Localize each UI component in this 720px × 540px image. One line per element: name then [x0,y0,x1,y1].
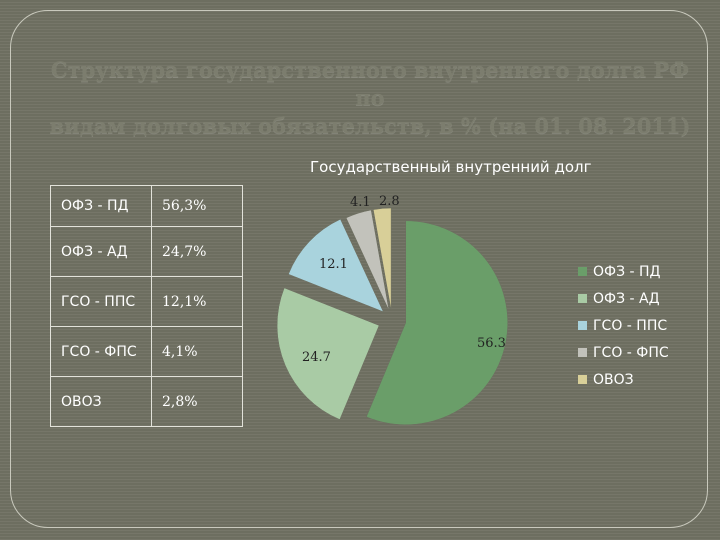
data-label-ofz-ad: 24.7 [302,350,331,365]
table-row: ГСО - ППС 12,1% [50,276,243,327]
pie-slice-gso-pps [288,218,384,313]
pie-slice-gso-fps [345,209,390,311]
legend-label: ОФЗ - ПД [593,263,661,280]
legend-label: ОВОЗ [593,371,634,388]
table-cell-value: 4,1% [151,326,243,377]
legend-swatch [578,267,587,276]
data-label-ofz-pd: 56.3 [477,336,506,351]
pie-slice-ofz-ad [276,287,380,420]
table-row: ОВОЗ 2,8% [50,376,243,427]
legend-label: ГСО - ППС [593,317,668,334]
legend-item: ОФЗ - ПД [578,258,669,285]
legend-label: ОФЗ - АД [593,290,660,307]
table-cell-value: 56,3% [151,185,243,227]
table-cell-value: 2,8% [151,376,243,427]
slide-title: Структура государственного внутреннего д… [40,56,700,140]
table-cell-value: 12,1% [151,276,243,327]
legend-swatch [578,321,587,330]
chart-legend: ОФЗ - ПД ОФЗ - АД ГСО - ППС ГСО - ФПС ОВ… [578,258,669,393]
debt-table: ОФЗ - ПД 56,3% ОФЗ - АД 24,7% ГСО - ППС … [50,185,243,427]
legend-item: ГСО - ППС [578,312,669,339]
table-cell-label: ОФЗ - ПД [50,185,152,227]
pie-slice-ovoz [372,207,392,311]
legend-swatch [578,348,587,357]
legend-swatch [578,375,587,384]
legend-swatch [578,294,587,303]
table-row: ОФЗ - АД 24,7% [50,226,243,277]
table-row: ОФЗ - ПД 56,3% [50,185,243,227]
legend-label: ГСО - ФПС [593,344,669,361]
legend-item: ОФЗ - АД [578,285,669,312]
data-label-gso-pps: 12.1 [319,257,348,272]
slide-title-line-1: Структура государственного внутреннего д… [50,57,690,110]
chart-title: Государственный внутренний долг [310,158,592,176]
data-label-ovoz: 2.8 [379,194,400,209]
slide-frame [10,10,708,528]
table-cell-label: ГСО - ФПС [50,326,152,377]
table-row: ГСО - ФПС 4,1% [50,326,243,377]
pie-slice-ofz-pd [366,220,508,425]
slide-title-line-2: видам долговых обязательств, в % (на 01.… [49,113,691,138]
legend-item: ГСО - ФПС [578,339,669,366]
legend-item: ОВОЗ [578,366,669,393]
data-label-gso-fps: 4.1 [350,195,371,210]
table-cell-value: 24,7% [151,226,243,277]
